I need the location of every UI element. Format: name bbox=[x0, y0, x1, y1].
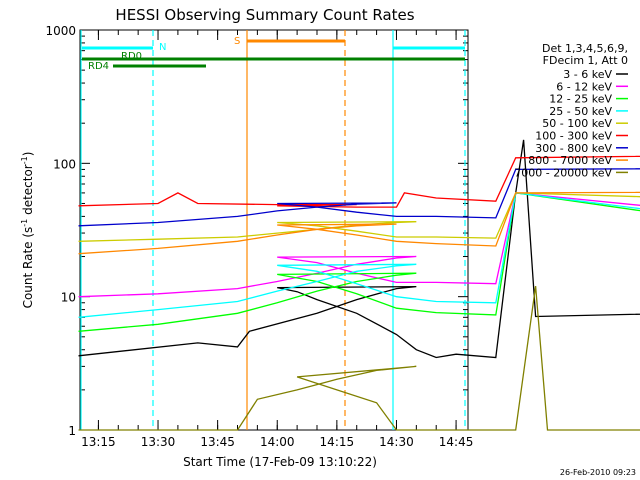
x-tick-label: 13:45 bbox=[200, 435, 235, 449]
legend-label: 6 - 12 keV bbox=[556, 80, 612, 93]
night-state-label: N bbox=[159, 42, 166, 53]
saa-state-label: S bbox=[234, 36, 240, 47]
legend: Det 1,3,4,5,6,9, FDecim 1, Att 0 3 - 6 k… bbox=[514, 42, 628, 179]
legend-label: 3 - 6 keV bbox=[563, 68, 612, 81]
series-line bbox=[78, 192, 640, 332]
x-tick-label: 14:15 bbox=[320, 435, 355, 449]
legend-title-line: FDecim 1, Att 0 bbox=[543, 54, 628, 67]
legend-title-line: Det 1,3,4,5,6,9, bbox=[542, 42, 628, 55]
y-tick-label: 10 bbox=[61, 291, 76, 305]
series-line bbox=[78, 286, 640, 431]
rd0-state-label: RD0 bbox=[121, 51, 142, 62]
legend-label: 25 - 50 keV bbox=[549, 105, 612, 118]
legend-label: 12 - 25 keV bbox=[549, 93, 612, 106]
legend-label: 300 - 800 keV bbox=[535, 142, 612, 155]
x-tick-label: 14:45 bbox=[439, 435, 474, 449]
series-line bbox=[78, 139, 640, 359]
y-axis-label: Count Rate (s-1 detector-1) bbox=[20, 152, 35, 309]
series-line bbox=[78, 155, 640, 208]
y-tick-label: 1 bbox=[68, 424, 76, 438]
series-group bbox=[78, 139, 640, 431]
series-line bbox=[78, 168, 640, 227]
legend-label: 50 - 100 keV bbox=[542, 117, 612, 130]
rd4-state-label: RD4 bbox=[88, 61, 109, 72]
x-axis: 13:15 13:30 13:45 14:00 14:15 14:30 14:45 bbox=[81, 30, 473, 449]
series-line bbox=[78, 192, 640, 318]
series-line bbox=[78, 191, 640, 255]
x-axis-label: Start Time (17-Feb-09 13:10:22) bbox=[183, 455, 377, 469]
x-tick-label: 13:30 bbox=[141, 435, 176, 449]
x-tick-label: 13:15 bbox=[81, 435, 116, 449]
mode-intervals: N S RD0 RD4 bbox=[80, 30, 466, 430]
y-axis: 1 10 100 1000 bbox=[45, 24, 468, 438]
plot-frame bbox=[79, 29, 469, 431]
y-tick-label: 100 bbox=[53, 157, 76, 171]
x-tick-label: 14:30 bbox=[379, 435, 414, 449]
y-tick-label: 1000 bbox=[45, 24, 76, 38]
chart-title: HESSI Observing Summary Count Rates bbox=[115, 6, 414, 24]
generated-timestamp: 26-Feb-2010 09:23 bbox=[560, 468, 636, 477]
legend-label: 800 - 7000 keV bbox=[528, 154, 612, 167]
legend-label: 100 - 300 keV bbox=[535, 130, 612, 143]
x-tick-label: 14:00 bbox=[260, 435, 295, 449]
legend-label: 7000 - 20000 keV bbox=[514, 166, 612, 179]
